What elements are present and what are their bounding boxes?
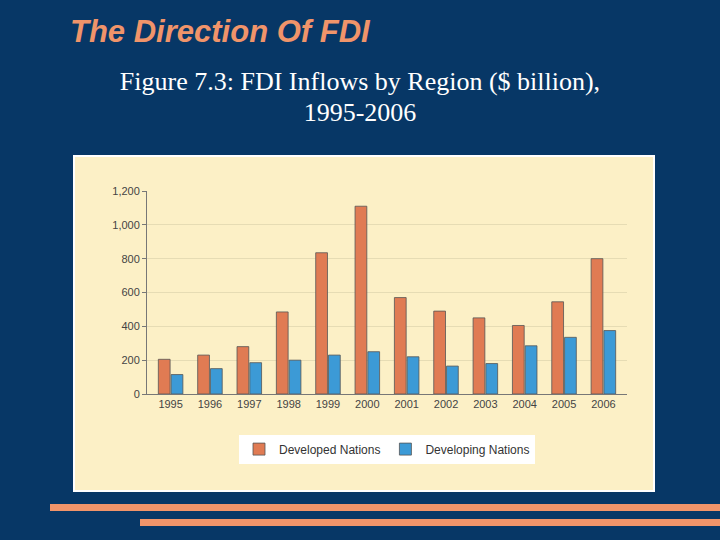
svg-text:2001: 2001 bbox=[394, 398, 418, 410]
svg-text:2004: 2004 bbox=[512, 398, 536, 410]
svg-text:1999: 1999 bbox=[316, 398, 340, 410]
svg-text:Developed Nations: Developed Nations bbox=[279, 443, 380, 457]
html-text:The Direction Of FDI: The Direction Of FDI bbox=[70, 14, 370, 49]
svg-text:Developing Nations: Developing Nations bbox=[425, 443, 529, 457]
svg-text:2000: 2000 bbox=[355, 398, 379, 410]
svg-text:2006: 2006 bbox=[591, 398, 615, 410]
svg-text:200: 200 bbox=[121, 354, 139, 366]
svg-text:2005: 2005 bbox=[552, 398, 576, 410]
svg-text:2002: 2002 bbox=[434, 398, 458, 410]
svg-text:600: 600 bbox=[121, 286, 139, 298]
svg-text:1,200: 1,200 bbox=[112, 185, 140, 197]
svg-text:1997: 1997 bbox=[237, 398, 261, 410]
svg-text:1996: 1996 bbox=[198, 398, 222, 410]
svg-text:2003: 2003 bbox=[473, 398, 497, 410]
svg-text:0: 0 bbox=[134, 388, 140, 400]
svg-text:400: 400 bbox=[121, 320, 139, 332]
svg-text:800: 800 bbox=[121, 253, 139, 265]
html-text:1995-2006: 1995-2006 bbox=[303, 98, 417, 127]
svg-text:1995: 1995 bbox=[158, 398, 182, 410]
svg-text:1,000: 1,000 bbox=[112, 219, 140, 231]
html-text:Figure 7.3: FDI Inflows by Reg: Figure 7.3: FDI Inflows by Region ($ bil… bbox=[119, 67, 601, 96]
svg-text:1998: 1998 bbox=[276, 398, 300, 410]
